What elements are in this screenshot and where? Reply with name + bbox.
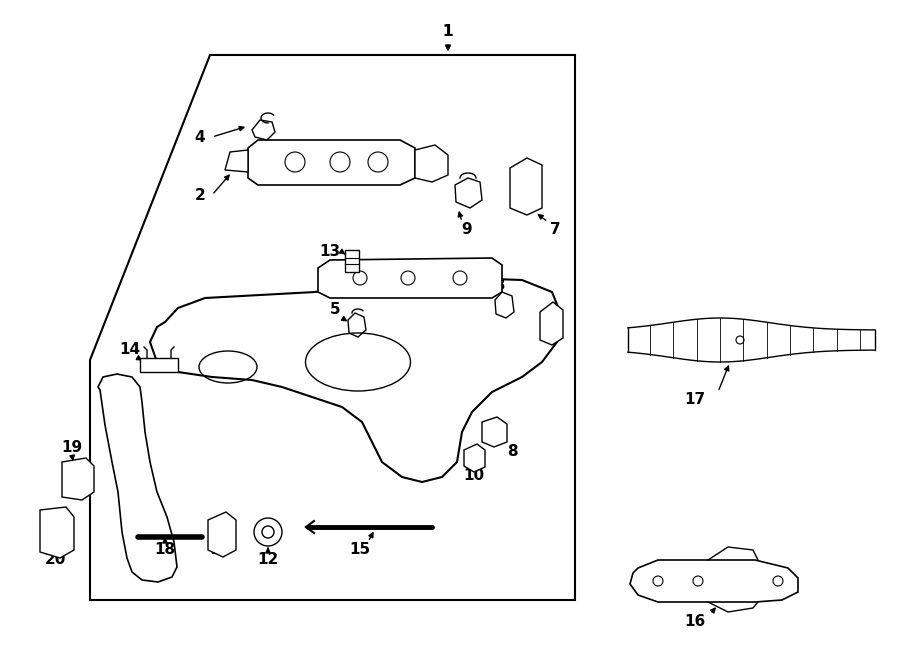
Text: 1: 1 <box>443 24 454 40</box>
Text: 4: 4 <box>194 130 205 145</box>
Polygon shape <box>495 292 514 318</box>
Polygon shape <box>630 560 798 602</box>
Text: 7: 7 <box>550 223 561 237</box>
Text: 1: 1 <box>443 24 454 40</box>
Text: 20: 20 <box>44 553 66 568</box>
Polygon shape <box>348 313 366 337</box>
Text: 8: 8 <box>507 444 517 459</box>
Polygon shape <box>482 417 507 447</box>
Polygon shape <box>98 374 177 582</box>
Polygon shape <box>140 358 178 372</box>
Text: 14: 14 <box>120 342 140 358</box>
Polygon shape <box>464 444 485 472</box>
Text: 5: 5 <box>329 303 340 317</box>
Polygon shape <box>208 512 236 557</box>
Circle shape <box>254 518 282 546</box>
Polygon shape <box>252 120 275 140</box>
Polygon shape <box>62 458 94 500</box>
Text: 9: 9 <box>462 223 472 237</box>
Text: 19: 19 <box>61 440 83 455</box>
Text: 17: 17 <box>684 393 706 407</box>
Bar <box>345 250 359 272</box>
Polygon shape <box>318 258 502 298</box>
Polygon shape <box>90 55 575 600</box>
Text: 12: 12 <box>257 553 279 568</box>
Polygon shape <box>248 140 415 185</box>
Polygon shape <box>415 145 448 182</box>
Polygon shape <box>150 278 560 482</box>
Polygon shape <box>40 507 74 558</box>
Text: 2: 2 <box>194 188 205 202</box>
Polygon shape <box>510 158 542 215</box>
Text: 13: 13 <box>320 245 340 260</box>
Polygon shape <box>540 302 563 345</box>
Polygon shape <box>225 150 248 172</box>
Text: 18: 18 <box>155 543 176 557</box>
Text: 10: 10 <box>464 467 484 483</box>
Text: 16: 16 <box>684 615 706 629</box>
Text: 15: 15 <box>349 543 371 557</box>
Text: 6: 6 <box>546 305 557 319</box>
Text: 3: 3 <box>495 278 505 293</box>
Text: 11: 11 <box>210 543 230 557</box>
Polygon shape <box>455 178 482 208</box>
